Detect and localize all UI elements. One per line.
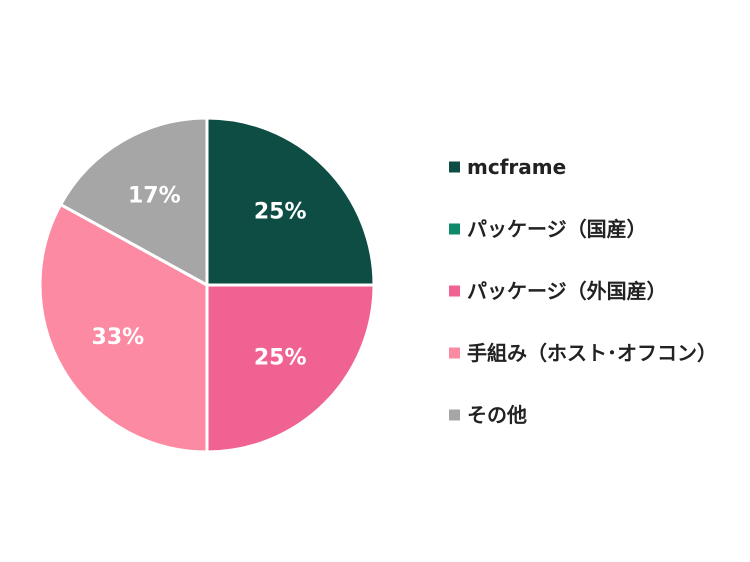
pie-slice-3 <box>205 283 376 454</box>
legend-label-1: mcframe <box>467 155 566 179</box>
pie-data-labels: 25% 25% 33% 17% <box>92 183 307 370</box>
legend-item-2: パッケージ（国産） <box>449 217 647 241</box>
data-label-3: 25% <box>254 346 307 371</box>
legend-swatch-4 <box>449 347 460 359</box>
legend-swatch-2 <box>449 223 460 235</box>
legend: mcframe パッケージ（国産） パッケージ（外国産） 手組み（ホスト･オフコン） そ… <box>449 155 717 427</box>
legend-item-3: パッケージ（外国産） <box>449 279 667 303</box>
pie-slice-5 <box>58 116 209 288</box>
data-label-1: 25% <box>254 199 307 224</box>
pie-slices <box>38 116 376 454</box>
legend-swatch-1 <box>449 161 460 173</box>
data-label-4: 33% <box>92 325 145 350</box>
legend-label-4: 手組み（ホスト･オフコン） <box>467 341 717 365</box>
legend-item-5: その他 <box>449 403 527 427</box>
legend-label-2: パッケージ（国産） <box>467 217 647 241</box>
legend-swatch-3 <box>449 285 460 297</box>
legend-label-5: その他 <box>467 403 527 427</box>
data-label-5: 17% <box>128 183 181 208</box>
legend-item-1: mcframe <box>449 155 566 179</box>
pie-slice-1 <box>205 116 376 287</box>
legend-swatch-5 <box>449 409 460 421</box>
pie-slice-4 <box>38 202 209 454</box>
legend-item-4: 手組み（ホスト･オフコン） <box>449 341 717 365</box>
legend-label-3: パッケージ（外国産） <box>467 279 667 303</box>
